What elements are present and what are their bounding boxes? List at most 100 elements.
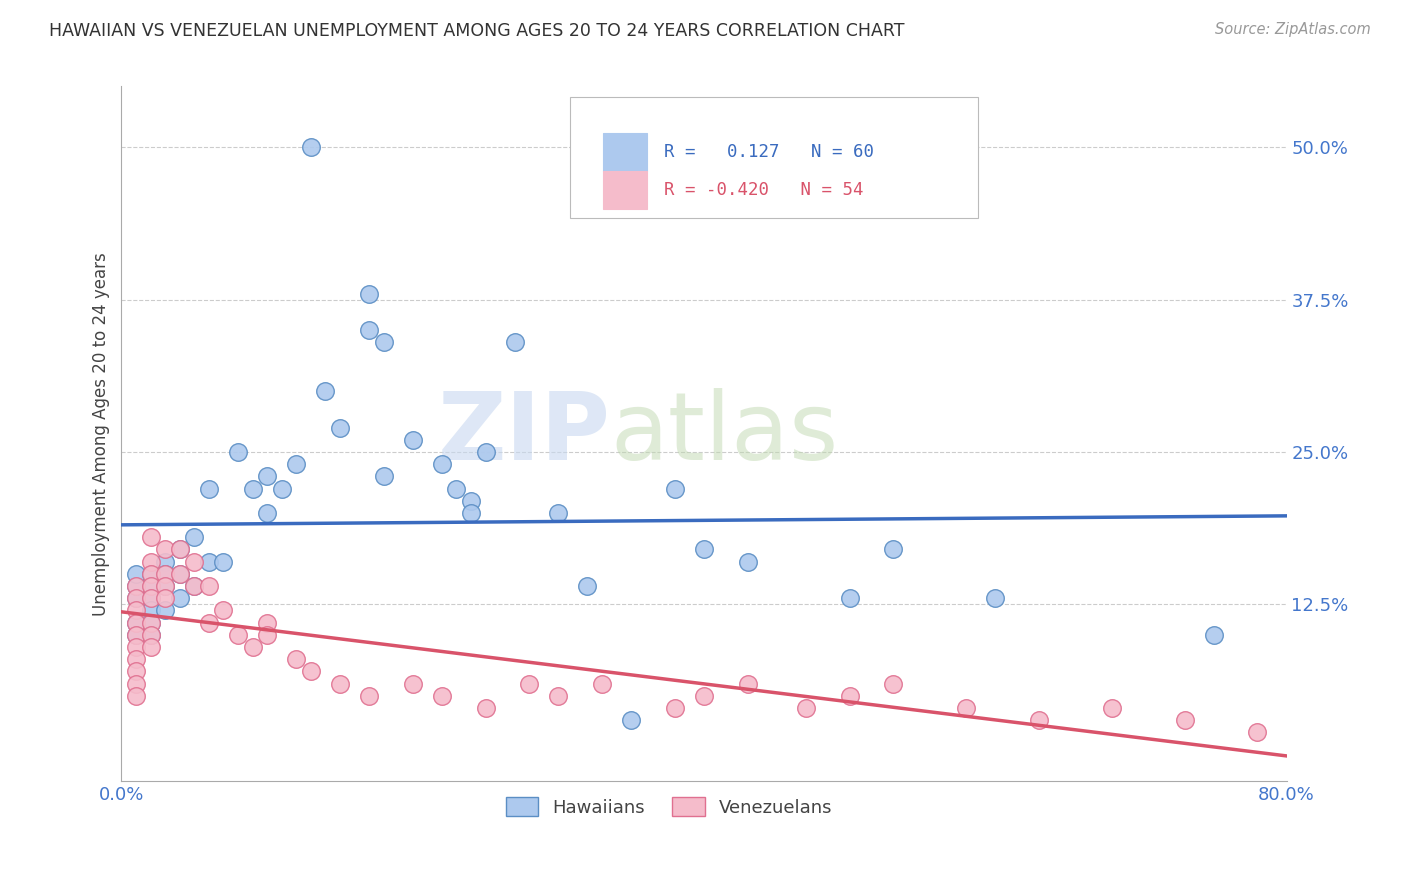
Text: atlas: atlas (610, 388, 839, 480)
Point (212, 555, 235, 569)
Point (1202, 628, 1225, 642)
Point (169, 542, 191, 557)
Point (125, 591, 148, 606)
Point (198, 555, 221, 569)
Point (139, 640, 162, 654)
Point (169, 566, 191, 581)
Point (183, 530, 205, 544)
Point (153, 579, 176, 593)
Bar (603, 133, 647, 171)
Point (460, 506, 482, 520)
Point (693, 689, 716, 703)
Point (693, 542, 716, 557)
Point (226, 445, 249, 459)
Point (285, 457, 308, 471)
Point (139, 530, 162, 544)
Point (125, 591, 148, 606)
Point (139, 591, 162, 606)
Point (139, 579, 162, 593)
Point (169, 566, 191, 581)
Text: R =   0.127   N = 60: R = 0.127 N = 60 (665, 144, 875, 161)
Point (882, 676, 904, 690)
Point (153, 603, 176, 617)
Point (838, 591, 860, 606)
Point (794, 701, 817, 715)
Point (125, 676, 148, 690)
Point (1174, 713, 1197, 727)
Point (576, 579, 599, 593)
Point (256, 506, 278, 520)
Point (838, 689, 860, 703)
Point (430, 457, 453, 471)
Point (183, 555, 205, 569)
Point (446, 482, 468, 496)
Point (357, 323, 380, 337)
Point (503, 335, 526, 350)
Point (139, 591, 162, 606)
Point (664, 701, 686, 715)
Point (125, 628, 148, 642)
Point (474, 445, 496, 459)
Point (402, 676, 425, 690)
Point (125, 665, 148, 679)
Point (285, 652, 308, 666)
Point (357, 286, 380, 301)
Point (474, 701, 496, 715)
Point (183, 579, 205, 593)
Point (737, 555, 759, 569)
Y-axis label: Unemployment Among Ages 20 to 24 years: Unemployment Among Ages 20 to 24 years (93, 252, 110, 615)
Point (299, 140, 322, 154)
Point (198, 579, 221, 593)
Point (620, 713, 643, 727)
Point (430, 689, 453, 703)
Point (153, 566, 176, 581)
Point (153, 542, 176, 557)
Point (169, 542, 191, 557)
Point (242, 482, 264, 496)
Point (139, 566, 162, 581)
Point (314, 384, 336, 398)
Point (373, 335, 395, 350)
Point (139, 615, 162, 630)
Point (139, 603, 162, 617)
Point (125, 652, 148, 666)
Point (125, 628, 148, 642)
Point (373, 469, 395, 483)
Point (139, 628, 162, 642)
Point (1028, 713, 1050, 727)
Point (517, 676, 540, 690)
Point (169, 591, 191, 606)
Point (183, 579, 205, 593)
Text: Source: ZipAtlas.com: Source: ZipAtlas.com (1215, 22, 1371, 37)
Point (125, 579, 148, 593)
Point (460, 493, 482, 508)
Point (125, 615, 148, 630)
Point (139, 579, 162, 593)
Point (357, 689, 380, 703)
Point (256, 469, 278, 483)
Point (226, 628, 249, 642)
Point (547, 689, 569, 703)
Point (664, 482, 686, 496)
Text: R = -0.420   N = 54: R = -0.420 N = 54 (665, 181, 863, 199)
Point (882, 542, 904, 557)
Text: ZIP: ZIP (437, 388, 610, 480)
Point (256, 615, 278, 630)
Point (153, 579, 176, 593)
FancyBboxPatch shape (569, 96, 977, 219)
Point (125, 566, 148, 581)
Point (955, 701, 977, 715)
Text: HAWAIIAN VS VENEZUELAN UNEMPLOYMENT AMONG AGES 20 TO 24 YEARS CORRELATION CHART: HAWAIIAN VS VENEZUELAN UNEMPLOYMENT AMON… (49, 22, 904, 40)
Point (139, 615, 162, 630)
Point (256, 628, 278, 642)
Point (270, 482, 292, 496)
Point (139, 555, 162, 569)
Legend: Hawaiians, Venezuelans: Hawaiians, Venezuelans (498, 790, 839, 824)
Point (984, 591, 1007, 606)
Point (242, 640, 264, 654)
Point (153, 566, 176, 581)
Point (212, 603, 235, 617)
Point (139, 628, 162, 642)
Point (125, 640, 148, 654)
Point (329, 676, 352, 690)
